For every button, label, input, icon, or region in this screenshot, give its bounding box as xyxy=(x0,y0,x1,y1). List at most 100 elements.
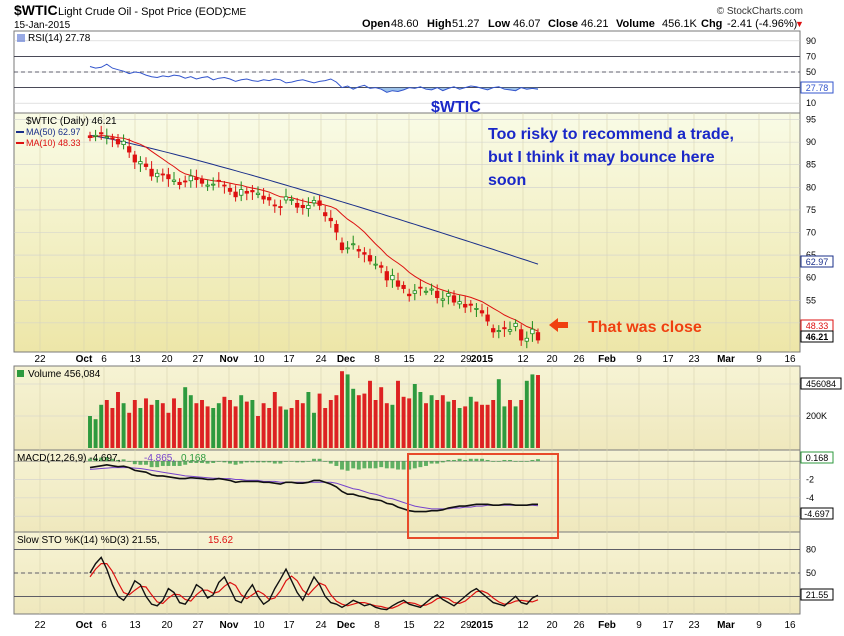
volume-bar xyxy=(132,400,137,448)
macd-histogram-bar xyxy=(261,461,266,463)
candle-body xyxy=(272,204,277,207)
candle-body xyxy=(440,298,445,301)
candle-body xyxy=(278,206,283,208)
macd-histogram-bar xyxy=(401,461,406,470)
volume-bar xyxy=(250,400,255,448)
macd-legend: MACD(12,26,9) -4.697, xyxy=(17,453,120,464)
x-tick-label: 6 xyxy=(101,620,107,631)
candle-body xyxy=(479,310,485,314)
macd-histogram-bar xyxy=(513,461,518,462)
x-tick-label: 27 xyxy=(192,620,204,631)
candle-body xyxy=(513,322,518,327)
macd-histogram-bar xyxy=(356,461,361,470)
candle-body xyxy=(412,290,417,294)
macd-histogram-bar xyxy=(289,461,294,462)
x-tick-label: 20 xyxy=(546,620,558,631)
price-tick-label: 70 xyxy=(806,228,816,238)
x-tick-label: 20 xyxy=(161,354,173,365)
candle-body xyxy=(110,137,115,140)
volume-bar xyxy=(127,412,132,448)
volume-value-tag: 456084 xyxy=(800,377,842,390)
candle-body xyxy=(468,303,473,306)
macd-tick-label: -4 xyxy=(806,493,814,503)
volume-bar xyxy=(295,400,300,448)
price-tick-label: 60 xyxy=(806,273,816,283)
macd-histogram-bar xyxy=(429,461,434,464)
macd-histogram-bar xyxy=(272,461,277,464)
candle-body xyxy=(183,180,188,183)
macd-histogram-bar xyxy=(166,461,171,466)
macd-histogram-bar xyxy=(172,461,176,466)
macd-histogram-bar xyxy=(328,461,333,464)
exchange-label: CME xyxy=(224,7,247,18)
volume-bar xyxy=(284,409,288,448)
candle-body xyxy=(356,249,361,252)
macd-histogram-bar xyxy=(149,461,154,468)
x-tick-label: Mar xyxy=(717,620,735,631)
macd-histogram-bar xyxy=(216,461,221,462)
macd-histogram-bar xyxy=(412,461,417,469)
macd-histogram-bar xyxy=(452,459,456,462)
candle-body xyxy=(323,212,328,217)
volume-label: Volume xyxy=(616,18,655,30)
candle-body xyxy=(345,247,350,250)
volume-bar xyxy=(166,412,171,448)
x-tick-label: 26 xyxy=(573,620,585,631)
x-tick-label: 6 xyxy=(101,354,107,365)
candle-body xyxy=(199,178,205,184)
x-tick-label: 9 xyxy=(636,354,642,365)
macd-histogram-bar xyxy=(474,458,479,462)
volume-bar xyxy=(457,408,462,448)
candle-body xyxy=(306,204,311,209)
candle-body xyxy=(127,146,132,153)
macd-line xyxy=(89,463,538,513)
candle-body xyxy=(132,154,137,163)
candle-body xyxy=(155,172,160,178)
volume-bar xyxy=(345,374,350,448)
svg-text:-4.697: -4.697 xyxy=(804,509,830,519)
ma50-value-tag: 62.97 xyxy=(800,255,834,268)
volume-bar xyxy=(407,398,412,448)
volume-bar xyxy=(272,392,277,448)
volume-legend-swatch xyxy=(17,370,24,377)
x-tick-label: 15 xyxy=(403,354,415,365)
x-tick-label: 17 xyxy=(662,354,674,365)
candle-body xyxy=(384,271,389,281)
volume-bar xyxy=(340,371,344,448)
volume-bar xyxy=(508,400,512,448)
svg-text:21.55: 21.55 xyxy=(806,590,829,600)
candle-body xyxy=(367,255,373,262)
candle-body xyxy=(194,177,199,181)
macd-histogram-bar xyxy=(368,461,372,469)
macd-histogram-bar xyxy=(334,461,339,466)
candle-body xyxy=(474,308,479,310)
volume-bar xyxy=(312,412,316,448)
comment-line-2: but I think it may bounce here xyxy=(488,149,715,166)
volume-bar xyxy=(401,396,406,448)
macd-histogram-bar xyxy=(536,459,540,462)
volume-bar xyxy=(256,416,260,448)
macd-histogram-bar xyxy=(250,461,255,463)
macd-histogram-bar xyxy=(340,461,344,470)
volume-bar xyxy=(300,403,305,448)
x-tick-label: 29 xyxy=(460,620,472,631)
volume-bar xyxy=(323,408,328,448)
candle-body xyxy=(143,163,149,167)
x-tick-label: Nov xyxy=(220,620,239,631)
macd-histogram-bar xyxy=(99,457,104,462)
comment-line-3: soon xyxy=(488,172,526,189)
macd-histogram-bar xyxy=(312,458,316,462)
sto-d-line xyxy=(89,563,539,609)
candle-body xyxy=(149,168,154,177)
macd-histogram-bar xyxy=(116,459,120,462)
macd-histogram-bar xyxy=(155,461,160,468)
macd-histogram-bar xyxy=(390,461,395,469)
volume-bar xyxy=(222,396,227,448)
x-tick-label: 17 xyxy=(662,620,674,631)
volume-bar xyxy=(379,387,384,448)
volume-bar xyxy=(334,395,339,448)
x-tick-label: 12 xyxy=(517,354,529,365)
candle-body xyxy=(418,286,423,289)
volume-legend: Volume 456,084 xyxy=(28,369,101,380)
